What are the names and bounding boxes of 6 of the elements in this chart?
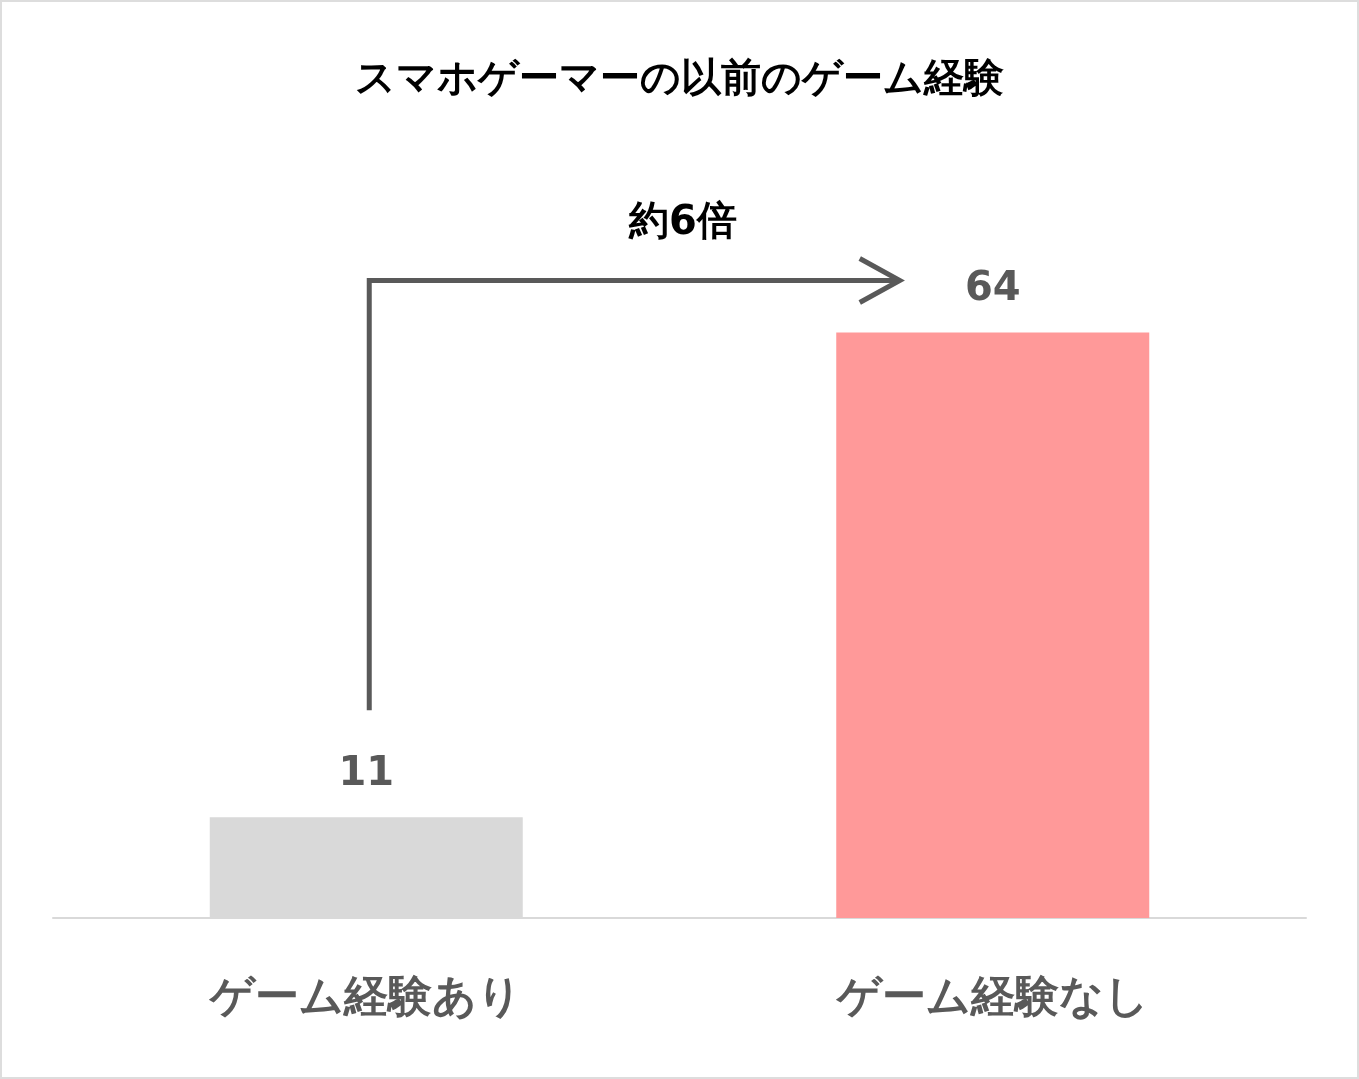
- data-label: 11: [338, 748, 395, 795]
- text: 約6倍: [628, 197, 737, 244]
- data-label: 64: [964, 263, 1021, 310]
- x-tick-label: ゲーム経験なし: [834, 969, 1149, 1021]
- x-tick-label: ゲーム経験あり: [208, 969, 523, 1021]
- chart-title: スマホゲーマーの以前のゲーム経験: [355, 54, 1004, 100]
